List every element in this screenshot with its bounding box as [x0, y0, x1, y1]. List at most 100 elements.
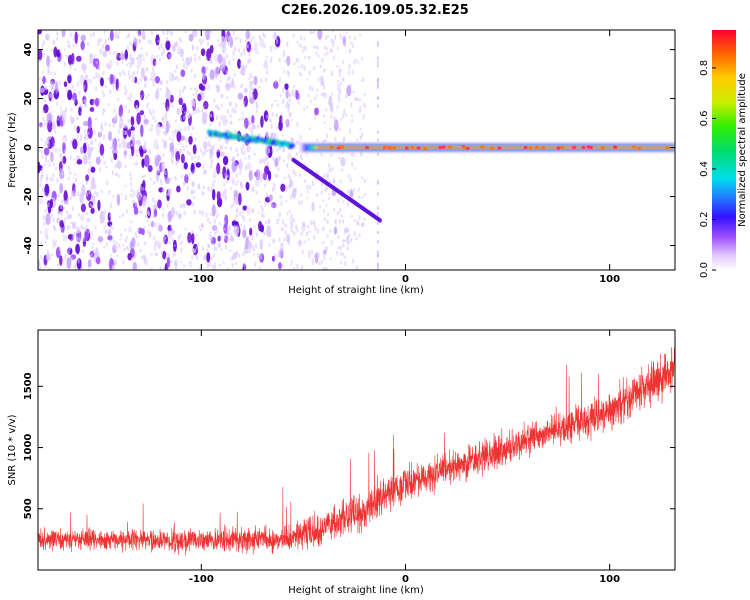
noise-speck — [178, 141, 181, 145]
noise-speck — [157, 226, 160, 231]
noise-blob — [246, 205, 251, 215]
noise-speck — [212, 144, 215, 149]
noise-speck — [45, 176, 48, 182]
noise-speck — [45, 85, 48, 90]
noise-blob — [76, 55, 82, 62]
noise-blob — [90, 176, 96, 190]
noise-speck — [100, 48, 103, 52]
noise-speck — [175, 76, 178, 79]
noise-speck — [232, 53, 235, 56]
noise-speck — [88, 53, 91, 59]
noise-speck — [84, 227, 87, 230]
noise-blob — [113, 152, 118, 161]
noise-speck — [290, 118, 293, 122]
noise-speck — [247, 145, 250, 148]
noise-speck — [38, 121, 41, 127]
noise-speck — [72, 84, 75, 89]
noise-speck — [363, 93, 366, 96]
noise-speck — [169, 30, 172, 35]
noise-speck — [150, 127, 153, 131]
streak-speck — [376, 83, 379, 87]
noise-speck — [313, 66, 316, 71]
noise-speck — [189, 60, 192, 64]
noise-speck — [131, 257, 134, 262]
noise-speck — [45, 195, 48, 198]
noise-speck — [162, 208, 165, 211]
noise-speck — [280, 112, 283, 116]
noise-speck — [295, 141, 298, 145]
noise-speck — [83, 237, 86, 242]
noise-speck — [215, 209, 218, 214]
noise-speck — [196, 256, 199, 260]
noise-speck — [323, 121, 326, 124]
noise-speck — [240, 147, 243, 152]
noise-speck — [309, 30, 312, 34]
noise-speck — [268, 148, 271, 153]
band-hotspot — [572, 145, 577, 150]
noise-speck — [180, 241, 183, 244]
noise-speck — [142, 186, 145, 191]
noise-speck — [125, 131, 128, 135]
noise-speck — [120, 55, 123, 60]
noise-speck — [123, 247, 126, 252]
noise-speck — [353, 36, 356, 41]
noise-speck — [173, 210, 176, 213]
noise-speck — [79, 103, 82, 108]
noise-speck — [296, 228, 299, 233]
noise-speck — [340, 214, 343, 218]
noise-speck — [155, 240, 158, 244]
noise-speck — [146, 212, 149, 215]
noise-speck — [337, 93, 340, 99]
noise-speck — [300, 232, 303, 236]
noise-speck — [55, 148, 58, 153]
noise-speck — [246, 147, 249, 150]
noise-speck — [179, 117, 182, 122]
noise-speck — [306, 78, 309, 81]
noise-speck — [58, 80, 61, 85]
noise-speck — [115, 51, 118, 54]
noise-blob — [95, 156, 101, 165]
noise-speck — [308, 127, 311, 130]
noise-blob — [206, 252, 211, 263]
noise-speck — [189, 87, 192, 90]
noise-speck — [109, 213, 112, 218]
noise-speck — [116, 173, 119, 177]
noise-speck — [343, 255, 346, 259]
noise-speck — [168, 240, 171, 245]
noise-speck — [173, 251, 176, 255]
noise-speck — [238, 253, 241, 258]
noise-speck — [111, 226, 114, 230]
noise-blob — [76, 125, 80, 134]
noise-speck — [102, 92, 105, 98]
noise-speck — [355, 58, 358, 62]
noise-speck — [203, 185, 206, 190]
noise-speck — [354, 167, 357, 170]
noise-speck — [197, 155, 200, 160]
streak-speck — [376, 240, 379, 244]
noise-speck — [294, 172, 297, 177]
noise-speck — [221, 36, 224, 39]
noise-speck — [64, 107, 67, 113]
noise-speck — [136, 65, 139, 70]
noise-speck — [251, 235, 254, 241]
noise-speck — [164, 170, 167, 176]
noise-speck — [47, 268, 50, 270]
noise-speck — [62, 123, 65, 127]
noise-speck — [362, 222, 365, 227]
noise-speck — [302, 49, 305, 53]
noise-speck — [282, 148, 285, 153]
noise-speck — [207, 42, 210, 46]
spectrogram-frame — [37, 29, 676, 271]
noise-speck — [288, 103, 291, 108]
noise-speck — [310, 100, 313, 103]
noise-speck — [143, 145, 146, 150]
noise-speck — [248, 52, 251, 57]
noise-speck — [355, 265, 358, 270]
noise-speck — [54, 167, 57, 170]
noise-speck — [215, 72, 218, 77]
noise-blob — [273, 80, 279, 89]
noise-speck — [285, 224, 288, 228]
noise-speck — [330, 114, 333, 119]
